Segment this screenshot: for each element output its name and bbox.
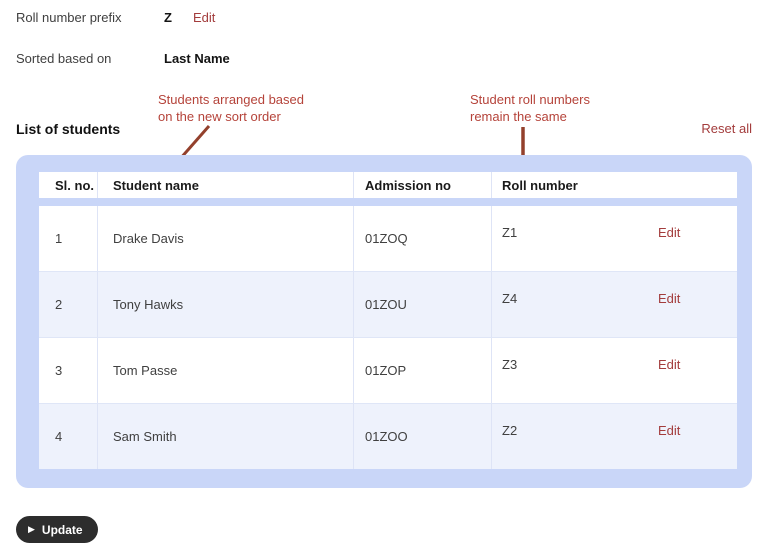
roll-number-value: Z4: [502, 291, 518, 306]
sl-no-cell: 3: [39, 338, 98, 403]
admission-no-cell: 01ZOP: [354, 338, 492, 403]
student-name-cell: Sam Smith: [98, 404, 354, 469]
play-icon: ▶: [28, 524, 35, 534]
update-button[interactable]: ▶ Update: [16, 516, 98, 543]
edit-roll-link[interactable]: Edit: [658, 423, 681, 438]
edit-roll-link[interactable]: Edit: [658, 225, 681, 240]
admission-no-cell: 01ZOQ: [354, 206, 492, 271]
sl-no-cell: 1: [39, 206, 98, 271]
table-body: 1 Drake Davis 01ZOQ Z1 Edit 2 Tony Hawks…: [39, 206, 737, 469]
reset-all-link[interactable]: Reset all: [701, 121, 752, 136]
update-button-label: Update: [41, 522, 83, 537]
sorted-based-on-value: Last Name: [164, 51, 230, 66]
table-row: 3 Tom Passe 01ZOP Z3 Edit: [39, 337, 737, 403]
table-header-row: Sl. no. Student name Admission no Roll n…: [39, 172, 737, 198]
table-row: 1 Drake Davis 01ZOQ Z1 Edit: [39, 206, 737, 271]
student-name-cell: Tom Passe: [98, 338, 354, 403]
edit-roll-link[interactable]: Edit: [658, 357, 681, 372]
roll-number-value: Z3: [502, 357, 518, 372]
edit-roll-link[interactable]: Edit: [658, 291, 681, 306]
column-header-sl-no: Sl. no.: [39, 172, 98, 198]
table-row: 4 Sam Smith 01ZOO Z2 Edit: [39, 403, 737, 469]
admission-no-cell: 01ZOU: [354, 272, 492, 337]
roll-number-value: Z2: [502, 423, 518, 438]
roll-prefix-label: Roll number prefix: [16, 10, 122, 25]
sl-no-cell: 2: [39, 272, 98, 337]
students-table: Sl. no. Student name Admission no Roll n…: [39, 172, 737, 469]
table-row: 2 Tony Hawks 01ZOU Z4 Edit: [39, 271, 737, 337]
admission-no-cell: 01ZOO: [354, 404, 492, 469]
annotation-roll-numbers-line1: Student roll numbers: [470, 92, 590, 107]
student-name-cell: Tony Hawks: [98, 272, 354, 337]
roll-number-value: Z1: [502, 225, 518, 240]
annotation-roll-numbers: Student roll numbers remain the same: [470, 91, 590, 125]
sl-no-cell: 4: [39, 404, 98, 469]
students-table-panel: Sl. no. Student name Admission no Roll n…: [16, 155, 752, 488]
student-name-cell: Drake Davis: [98, 206, 354, 271]
annotation-sort-order-line2: on the new sort order: [158, 109, 281, 124]
annotation-roll-numbers-line2: remain the same: [470, 109, 567, 124]
column-header-roll-number: Roll number: [502, 177, 578, 193]
annotation-sort-order-line1: Students arranged based: [158, 92, 304, 107]
roll-prefix-edit-link[interactable]: Edit: [193, 10, 216, 25]
roll-prefix-value: Z: [164, 10, 172, 25]
sorted-based-on-label: Sorted based on: [16, 51, 112, 66]
column-header-student-name: Student name: [98, 172, 354, 198]
annotation-sort-order: Students arranged based on the new sort …: [158, 91, 304, 125]
list-of-students-title: List of students: [16, 121, 121, 137]
column-header-admission-no: Admission no: [354, 172, 492, 198]
